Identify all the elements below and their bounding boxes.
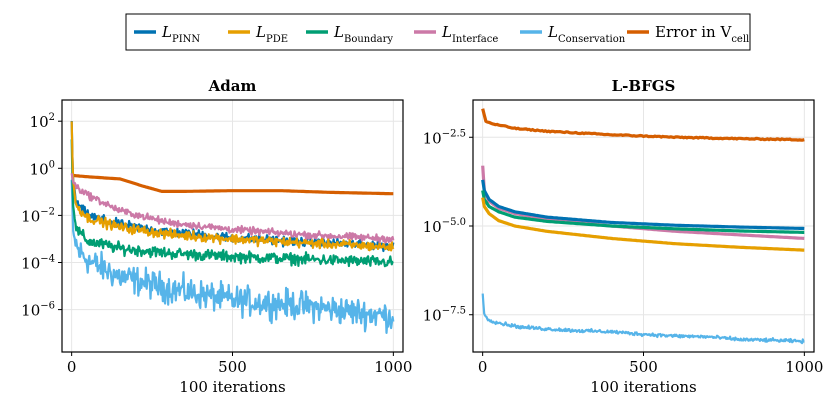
x-tick-label: 0 (67, 358, 77, 376)
series-line-boundary (70, 139, 394, 268)
legend-label: LInterface (441, 23, 498, 45)
plot-area (70, 120, 395, 334)
series-line-error (71, 173, 394, 196)
x-tick-label: 1000 (374, 358, 412, 376)
y-tick-label: 10−5.0 (423, 217, 466, 236)
plot-area (481, 108, 805, 345)
x-tick-label: 0 (478, 358, 488, 376)
legend: LPINN LPDE LBoundary LInterface LConservatio… (125, 13, 751, 51)
legend-label: LPINN (161, 23, 200, 45)
x-tick-label: 500 (218, 358, 247, 376)
y-tick-label: 10−4 (21, 254, 55, 273)
series-line-error (481, 108, 805, 142)
series-line-interface (70, 173, 395, 244)
series-line-pde (481, 197, 805, 252)
panel-adam: Adam 0 500 1000 102 100 10−2 10−4 10−6 100 iterat… (21, 77, 412, 396)
x-tick-label: 500 (629, 358, 658, 376)
series-line-conservation (481, 293, 805, 345)
x-axis-label: 100 iterations (590, 378, 696, 396)
series-line-pde (70, 121, 395, 252)
legend-entry-conservation: LConservation (520, 23, 626, 45)
y-tick-label: 10−7.5 (423, 306, 466, 325)
legend-entry-pde: LPDE (228, 23, 288, 45)
legend-entry-pinn: LPINN (134, 23, 200, 45)
legend-label: LConservation (547, 23, 626, 45)
y-tick-label: 10−2.5 (423, 128, 466, 147)
x-tick-label: 1000 (785, 358, 823, 376)
y-tick-label: 10−6 (21, 301, 55, 320)
y-tick-label: 102 (30, 112, 55, 131)
panel-lbfgs: L-BFGS 0 500 1000 10−2.5 10−5.0 10−7.5 100 iter… (423, 77, 824, 396)
legend-entry-error: Error in Vcell (627, 23, 749, 45)
legend-label: LPDE (255, 23, 288, 45)
series-line-boundary (481, 190, 805, 234)
y-tick-label: 10−2 (21, 206, 55, 225)
y-tick-label: 100 (30, 159, 55, 178)
panel-title: Adam (208, 77, 257, 95)
legend-entry-boundary: LBoundary (306, 23, 393, 45)
x-axis-label: 100 iterations (179, 378, 285, 396)
legend-label: Error in Vcell (655, 23, 749, 45)
legend-label: LBoundary (333, 23, 393, 45)
legend-entry-interface: LInterface (414, 23, 498, 45)
panel-title: L-BFGS (612, 77, 676, 95)
series-line-conservation (70, 179, 395, 334)
series-line-pinn (481, 179, 805, 231)
